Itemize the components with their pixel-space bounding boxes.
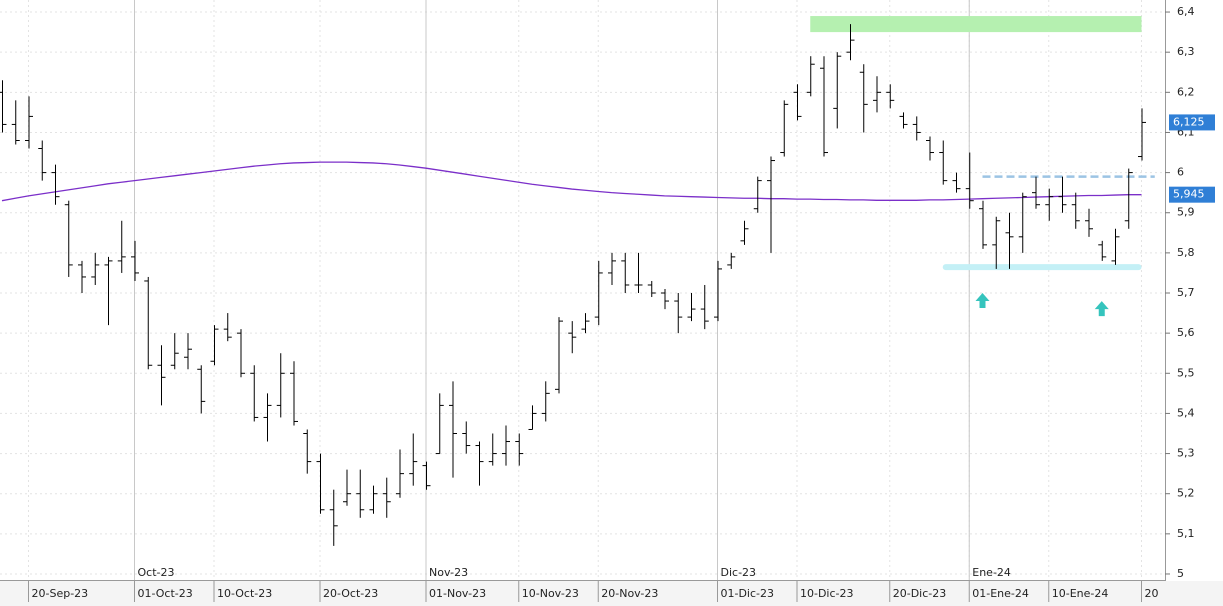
x-tick-label: 01-Ene-24 — [972, 587, 1029, 600]
x-tick-label: 20-Nov-23 — [601, 587, 658, 600]
y-tick-label: 5,7 — [1177, 286, 1195, 299]
price-label: 5,945 — [1173, 188, 1205, 201]
x-tick-label: 10-Dic-23 — [800, 587, 854, 600]
y-tick-label: 5,1 — [1177, 527, 1195, 540]
y-tick-label: 5 — [1177, 567, 1184, 580]
grid-layer — [0, 0, 1170, 602]
x-tick-label: 01-Oct-23 — [138, 587, 193, 600]
y-tick-label: 6,4 — [1177, 5, 1195, 18]
x-tick-label: 10-Oct-23 — [217, 587, 272, 600]
x-tick-label: 01-Nov-23 — [429, 587, 486, 600]
ma-layer — [1, 161, 1142, 202]
y-tick-label: 5,4 — [1177, 406, 1195, 419]
y-tick-label: 6,2 — [1177, 85, 1195, 98]
x-tick-label: 20-Oct-23 — [323, 587, 378, 600]
y-tick-label: 5,2 — [1177, 487, 1195, 500]
moving-average — [1, 161, 1142, 202]
month-label: Ene-24 — [972, 566, 1011, 579]
y-tick-label: 5,9 — [1177, 206, 1195, 219]
resistance-zone — [810, 16, 1142, 33]
x-tick-label: 20-Sep-23 — [32, 587, 89, 600]
price-label: 6,125 — [1173, 115, 1205, 128]
price-label-box — [1169, 186, 1215, 203]
y-tick-label: 5,3 — [1177, 447, 1195, 460]
y-tick-label: 6,3 — [1177, 45, 1195, 58]
price-label-box — [1169, 114, 1215, 131]
arrow — [1094, 301, 1109, 317]
labels-layer: 6,46,36,26,165,95,85,75,65,55,45,35,25,1… — [32, 5, 1215, 600]
month-label: Oct-23 — [138, 566, 175, 579]
bars-layer — [0, 24, 1146, 546]
x-tick-label: 01-Dic-23 — [721, 587, 775, 600]
zones-layer — [810, 16, 1155, 317]
month-label: Dic-23 — [721, 566, 757, 579]
x-tick-label: 20-Dic-23 — [893, 587, 947, 600]
y-tick-label: 5,5 — [1177, 366, 1195, 379]
y-tick-label: 5,6 — [1177, 326, 1195, 339]
y-tick-label: 5,8 — [1177, 246, 1195, 259]
y-tick-label: 6 — [1177, 166, 1184, 179]
x-tick-label: 20 — [1145, 587, 1159, 600]
arrow — [975, 293, 990, 309]
month-label: Nov-23 — [429, 566, 468, 579]
support-band — [942, 264, 1142, 271]
x-tick-label: 10-Ene-24 — [1052, 587, 1109, 600]
x-axis-strip — [0, 581, 1223, 606]
x-tick-label: 10-Nov-23 — [522, 587, 579, 600]
